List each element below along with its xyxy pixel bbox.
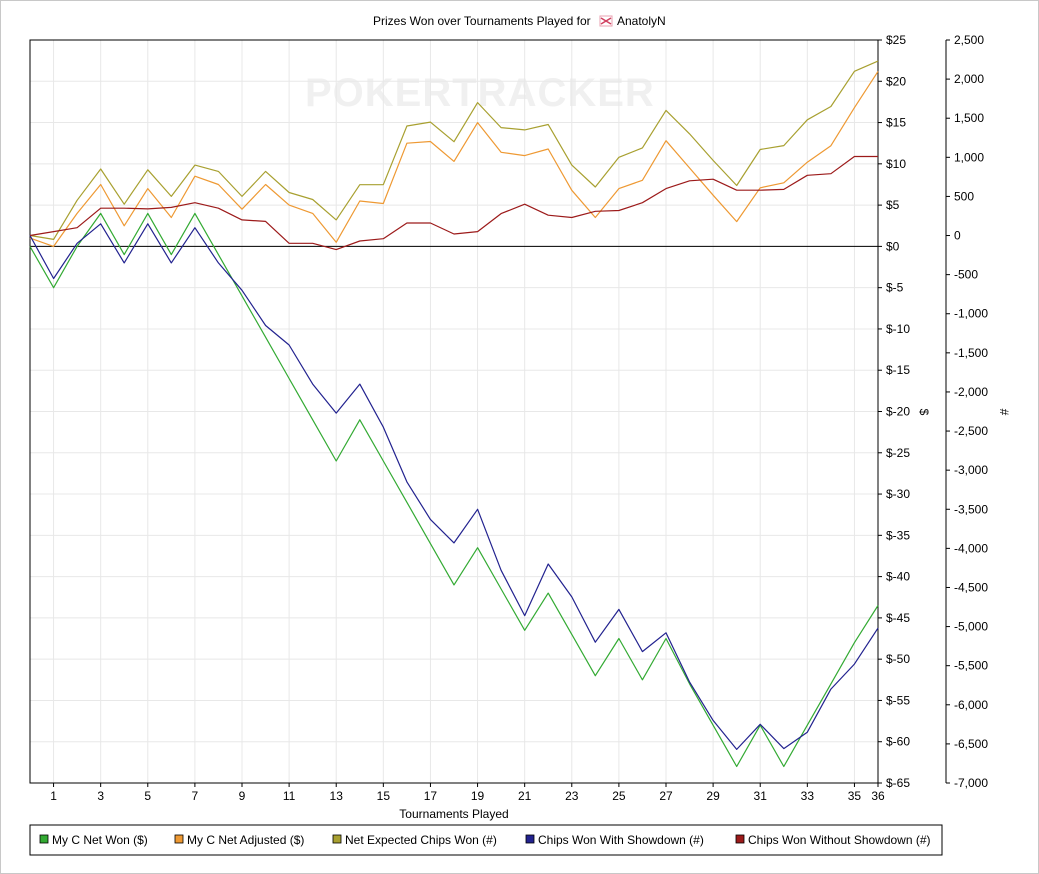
x-tick-label: 15 bbox=[377, 789, 391, 803]
player-name: AnatolyN bbox=[617, 14, 666, 28]
x-axis-label: Tournaments Played bbox=[399, 807, 508, 821]
series-lines bbox=[29, 60, 879, 768]
y-left-tick-label: $-55 bbox=[886, 693, 910, 707]
y-left-tick-label: $-40 bbox=[886, 570, 910, 584]
grid-lines bbox=[30, 39, 879, 784]
x-tick-label: 3 bbox=[97, 789, 104, 803]
legend-swatch bbox=[735, 834, 745, 844]
y-right-tick-label: -4,500 bbox=[954, 580, 988, 594]
x-tick-label: 33 bbox=[801, 789, 815, 803]
legend-label: My C Net Won ($) bbox=[52, 833, 148, 847]
x-tick-label: 19 bbox=[471, 789, 485, 803]
series-line-1 bbox=[29, 212, 879, 768]
series-line-4 bbox=[29, 223, 879, 751]
y-axis-left-label: $ bbox=[917, 409, 931, 416]
y-left-tick-label: $20 bbox=[886, 74, 906, 88]
legend-swatch bbox=[525, 834, 535, 844]
y-right-tick-label: 0 bbox=[954, 229, 961, 243]
legend-swatch bbox=[39, 834, 49, 844]
y-right-tick-label: -2,000 bbox=[954, 385, 988, 399]
y-left-tick-label: $-60 bbox=[886, 735, 910, 749]
y-left-tick-label: $-45 bbox=[886, 611, 910, 625]
x-tick-label: 11 bbox=[283, 789, 296, 803]
legend-label: Chips Won Without Showdown (#) bbox=[748, 833, 931, 847]
y-left-tick-label: $25 bbox=[886, 33, 906, 47]
y-left-tick-label: $-5 bbox=[886, 281, 904, 295]
y-right-tick-label: 2,000 bbox=[954, 72, 984, 86]
y-left-tick-label: $-10 bbox=[886, 322, 910, 336]
title-flag-icon bbox=[599, 15, 613, 27]
y-left-tick-label: $-30 bbox=[886, 487, 910, 501]
x-tick-label: 29 bbox=[706, 789, 720, 803]
y-right-tick-label: -3,000 bbox=[954, 463, 988, 477]
y-axis-right: 2,500 2,000 1,500 1,000 500 0 -500 -1,000 -1,500… bbox=[946, 33, 988, 790]
y-left-tick-label: $-20 bbox=[886, 405, 910, 419]
x-tick-label: 31 bbox=[754, 789, 768, 803]
y-right-tick-label: -3,500 bbox=[954, 502, 988, 516]
legend-swatch bbox=[174, 834, 184, 844]
y-right-tick-label: -6,500 bbox=[954, 737, 988, 751]
series-line-3 bbox=[29, 60, 879, 240]
y-left-tick-label: $0 bbox=[886, 239, 900, 253]
legend-items: My C Net Won ($) My C Net Adjusted ($) Net… bbox=[39, 833, 931, 847]
x-tick-label: 21 bbox=[518, 789, 532, 803]
y-left-tick-label: $-35 bbox=[886, 528, 910, 542]
y-left-tick-label: $-15 bbox=[886, 363, 910, 377]
chart-title: Prizes Won over Tournaments Played for bbox=[373, 14, 591, 28]
legend-swatch bbox=[332, 834, 342, 844]
y-left-tick-label: $15 bbox=[886, 116, 906, 130]
x-tick-label: 27 bbox=[659, 789, 673, 803]
y-right-tick-label: -6,000 bbox=[954, 698, 988, 712]
y-right-tick-label: 1,000 bbox=[954, 150, 984, 164]
y-right-tick-label: -5,000 bbox=[954, 620, 988, 634]
series-line-5 bbox=[29, 155, 878, 251]
y-left-tick-label: $-50 bbox=[886, 652, 910, 666]
y-right-tick-label: 2,500 bbox=[954, 33, 984, 47]
y-right-tick-label: 1,500 bbox=[954, 111, 984, 125]
legend-label: My C Net Adjusted ($) bbox=[187, 833, 304, 847]
x-tick-label: 17 bbox=[424, 789, 438, 803]
y-left-tick-label: $-25 bbox=[886, 446, 910, 460]
y-right-tick-label: -4,000 bbox=[954, 541, 988, 555]
x-tick-label: 9 bbox=[239, 789, 246, 803]
y-axis-left: $25 $20 $15 $10 $5 $0 $-5 $-10 $-15 $-20 $-25 $-30 $… bbox=[878, 33, 910, 790]
y-left-tick-label: $5 bbox=[886, 198, 900, 212]
y-right-tick-label: -5,500 bbox=[954, 659, 988, 673]
y-right-tick-label: -1,000 bbox=[954, 307, 988, 321]
x-tick-label: 23 bbox=[565, 789, 579, 803]
x-tick-label: 36 bbox=[871, 789, 885, 803]
x-tick-label: 7 bbox=[192, 789, 199, 803]
x-axis: 1 3 5 7 9 11 13 15 17 19 21 23 25 27 29 31 33 35 36 bbox=[50, 783, 885, 803]
y-axis-right-label: # bbox=[997, 409, 1011, 416]
y-right-tick-label: -7,000 bbox=[954, 776, 988, 790]
y-right-tick-label: -500 bbox=[954, 268, 978, 282]
y-left-tick-label: $-65 bbox=[886, 776, 910, 790]
x-tick-label: 13 bbox=[330, 789, 344, 803]
x-tick-label: 1 bbox=[50, 789, 57, 803]
legend-label: Net Expected Chips Won (#) bbox=[345, 833, 497, 847]
watermark: POKERTRACKER bbox=[305, 71, 655, 115]
y-right-tick-label: 500 bbox=[954, 189, 974, 203]
legend-label: Chips Won With Showdown (#) bbox=[538, 833, 704, 847]
series-line-2 bbox=[29, 71, 879, 247]
x-tick-label: 25 bbox=[612, 789, 626, 803]
y-right-tick-label: -1,500 bbox=[954, 346, 988, 360]
y-left-tick-label: $10 bbox=[886, 157, 906, 171]
x-tick-label: 5 bbox=[144, 789, 151, 803]
y-right-tick-label: -2,500 bbox=[954, 424, 988, 438]
x-tick-label: 35 bbox=[848, 789, 862, 803]
